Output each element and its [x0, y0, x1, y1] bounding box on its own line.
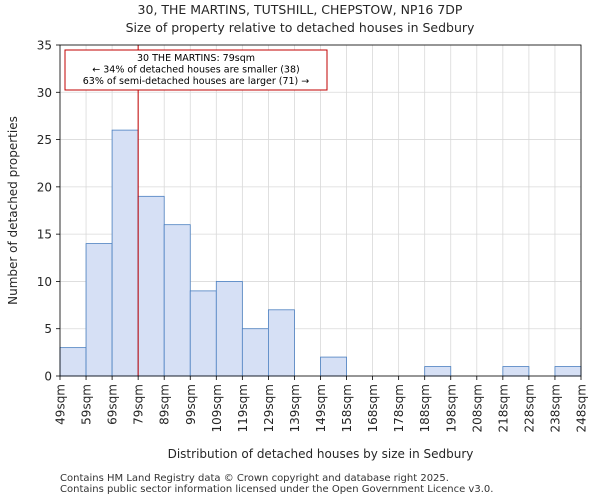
- x-tick-label: 168sqm: [366, 384, 380, 432]
- y-tick-label: 5: [44, 322, 52, 336]
- bar: [137, 195, 165, 377]
- bar: [215, 281, 243, 377]
- bar: [85, 243, 113, 377]
- bar: [59, 347, 87, 377]
- bars: [59, 129, 582, 377]
- x-tick-label: 139sqm: [288, 384, 302, 432]
- y-tick-label: 0: [44, 370, 52, 384]
- bar: [267, 309, 295, 377]
- footer-line-1: Contains HM Land Registry data © Crown c…: [60, 473, 449, 484]
- x-tick-label: 188sqm: [418, 384, 432, 432]
- x-tick-label: 49sqm: [54, 384, 68, 425]
- annotation-line: 30 THE MARTINS: 79sqm: [137, 53, 255, 64]
- x-tick-label: 79sqm: [132, 384, 146, 425]
- x-tick-label: 208sqm: [470, 384, 484, 432]
- bar: [163, 224, 191, 377]
- x-tick-label: 248sqm: [575, 384, 589, 432]
- x-tick-label: 178sqm: [392, 384, 406, 432]
- y-tick-label: 25: [37, 133, 52, 147]
- y-axis: 0 5 10 15 20 25 30 35: [37, 39, 60, 384]
- marker-group: 30 THE MARTINS: 79sqm← 34% of detached h…: [64, 45, 328, 376]
- x-tick-label: 89sqm: [158, 384, 172, 425]
- x-tick-label: 228sqm: [522, 384, 536, 432]
- bar: [502, 366, 530, 377]
- x-tick-label: 129sqm: [262, 384, 276, 432]
- x-axis-label: Distribution of detached houses by size …: [168, 447, 474, 461]
- x-tick-label: 149sqm: [314, 384, 328, 432]
- y-tick-label: 30: [37, 86, 52, 100]
- annotation-line: ← 34% of detached houses are smaller (38…: [92, 65, 299, 76]
- x-tick-label: 238sqm: [548, 384, 562, 432]
- bar: [241, 328, 269, 377]
- x-axis: 49sqm 59sqm 69sqm 79sqm 89sqm 99sqm 109sqm 119s…: [54, 376, 589, 432]
- y-tick-label: 10: [37, 275, 52, 289]
- y-tick-label: 35: [37, 39, 52, 53]
- y-tick-label: 20: [37, 180, 52, 194]
- x-tick-label: 119sqm: [236, 384, 250, 432]
- chart-subtitle: Size of property relative to detached ho…: [125, 20, 475, 35]
- bar: [189, 290, 217, 377]
- annotation-box: [64, 49, 328, 91]
- x-tick-label: 158sqm: [340, 384, 354, 432]
- x-tick-label: 218sqm: [496, 384, 510, 432]
- x-tick-label: 69sqm: [106, 384, 120, 425]
- y-tick-label: 15: [37, 228, 52, 242]
- x-tick-label: 109sqm: [210, 384, 224, 432]
- x-tick-label: 99sqm: [184, 384, 198, 425]
- bar: [111, 129, 139, 377]
- chart-svg: 30 THE MARTINS: 79sqm← 34% of detached h…: [6, 39, 589, 462]
- bar: [424, 366, 452, 377]
- annotation-line: 63% of semi-detached houses are larger (…: [83, 76, 310, 87]
- x-tick-label: 198sqm: [444, 384, 458, 432]
- bar: [320, 356, 347, 377]
- chart-title: 30, THE MARTINS, TUTSHILL, CHEPSTOW, NP1…: [137, 2, 463, 17]
- bar: [554, 366, 582, 377]
- x-tick-label: 59sqm: [80, 384, 94, 425]
- footer-line-2: Contains public sector information licen…: [60, 484, 494, 495]
- y-axis-label: Number of detached properties: [6, 116, 20, 305]
